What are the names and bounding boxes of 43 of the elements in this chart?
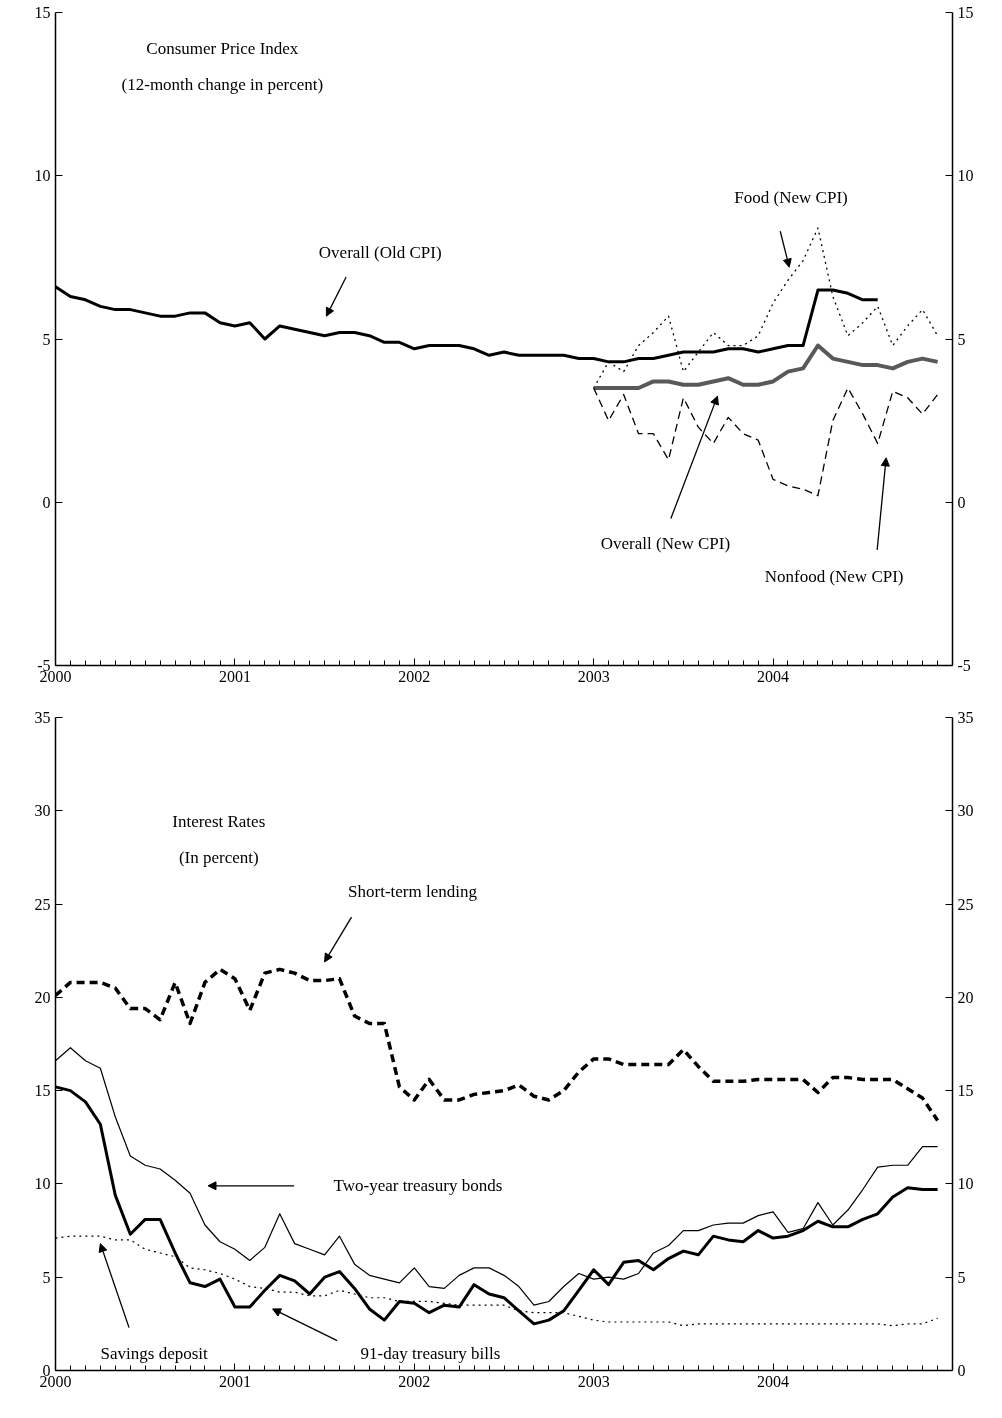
y-tick-label: 5 — [42, 1268, 51, 1286]
y2-tick-label: 5 — [957, 330, 966, 348]
y-tick-label: 30 — [34, 802, 51, 820]
y2-tick-label: 10 — [957, 167, 974, 185]
line-series — [591, 343, 940, 390]
y2-tick-label: 15 — [957, 1082, 974, 1100]
y-tick-label: 25 — [34, 895, 51, 913]
y-tick-label: 35 — [34, 709, 51, 726]
y2-tick-label: 15 — [957, 4, 974, 21]
x-tick-label: 2001 — [218, 667, 251, 685]
text: Savings deposit — [100, 1344, 209, 1364]
y2-tick-label: 0 — [957, 1362, 966, 1379]
text: Interest Rates (In percent) — [172, 812, 266, 867]
y2-tick-label: 5 — [957, 1268, 966, 1286]
x-tick-label: 2002 — [398, 667, 431, 685]
y-tick-label: 20 — [34, 988, 51, 1006]
y2-tick-label: 25 — [957, 895, 974, 913]
y2-tick-label: 35 — [957, 709, 974, 726]
x-tick-label: 2004 — [757, 1372, 790, 1390]
y-tick-label: 5 — [42, 330, 51, 348]
x-tick-label: 2004 — [757, 667, 790, 685]
x-tick-label: 2003 — [577, 667, 610, 685]
text: Nonfood (New CPI) — [764, 566, 904, 586]
y-tick-label: 15 — [34, 1082, 51, 1100]
y2-tick-label: 0 — [957, 493, 966, 511]
x-tick-label: 2002 — [398, 1372, 431, 1390]
y2-tick-label: 20 — [957, 988, 974, 1006]
text: Overall (Old CPI) — [318, 242, 442, 262]
text: Consumer Price Index (12-month change in percent) — [121, 38, 324, 94]
y-tick-label: 0 — [42, 493, 51, 511]
text: Food (New CPI) — [734, 188, 848, 208]
x-tick-label: 2003 — [577, 1372, 610, 1390]
text: Short-term lending — [348, 881, 478, 901]
x-tick-label: 2001 — [218, 1372, 251, 1390]
y2-tick-label: 10 — [957, 1175, 974, 1193]
y-tick-label: 10 — [34, 167, 51, 185]
y-tick-label: 15 — [34, 4, 51, 21]
text: Two-year treasury bonds — [333, 1176, 503, 1196]
text: Overall (New CPI) — [600, 533, 731, 553]
y-tick-label: 10 — [34, 1175, 51, 1193]
y2-tick-label: 30 — [957, 802, 974, 820]
y2-tick-label: -5 — [957, 657, 971, 674]
series-label: 91-day treasury bills — [360, 1344, 501, 1364]
